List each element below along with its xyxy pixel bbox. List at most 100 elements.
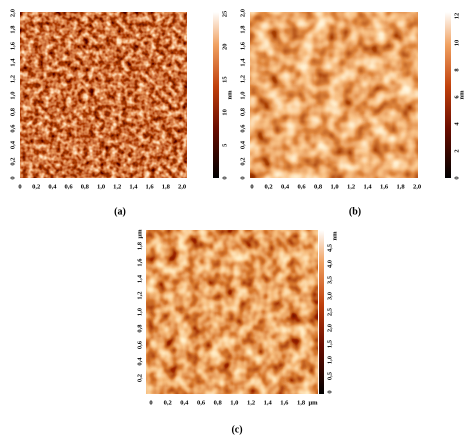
x-tick-label: 0,2 — [264, 183, 272, 190]
y-tick-label: 0 — [239, 176, 246, 179]
x-tick-label: 0,2 — [164, 399, 172, 406]
y-tick-label: 0,8 — [9, 107, 16, 116]
y-tick-label: 0,8 — [136, 324, 143, 333]
y-tick-label: 1,2 — [136, 291, 143, 299]
x-tick-label: 0,4 — [180, 399, 189, 406]
x-tick-label: 0 — [18, 183, 21, 190]
y-tick-label: 0,8 — [239, 107, 246, 116]
colorbar-unit: nm — [226, 90, 233, 100]
colorbar — [319, 230, 324, 394]
colorbar-tick-label: 6 — [453, 95, 460, 99]
y-tick-label: 0,2 — [9, 157, 16, 165]
x-tick-label: 2,0 — [178, 183, 186, 190]
x-tick-label: 0 — [149, 399, 152, 406]
x-tick-label: 1,2 — [247, 399, 255, 406]
colorbar-tick-label: 0,5 — [326, 371, 333, 380]
colorbar-tick-label: 1,0 — [326, 356, 333, 364]
colorbar-unit: nm — [331, 231, 338, 241]
y-tick-label: 1,6 — [136, 258, 143, 267]
colorbar-tick-label: 4 — [453, 122, 460, 126]
x-tick-label: 1,4 — [129, 183, 138, 190]
y-tick-label: 1,0 — [136, 308, 143, 316]
x-tick-label: 1,4 — [363, 183, 372, 190]
x-tick-label: 0,6 — [297, 183, 306, 190]
colorbar-tick-label: 0 — [326, 390, 333, 393]
colorbar-tick-label: 2 — [453, 149, 460, 152]
colorbar-tick-label: 2,5 — [326, 307, 333, 316]
y-tick-label: 0,4 — [9, 140, 16, 149]
colorbar-tick-label: 15 — [221, 76, 228, 83]
colorbar — [213, 12, 219, 178]
x-tick-label: 0,8 — [81, 183, 90, 190]
colorbar-tick-label: 12 — [453, 13, 460, 20]
x-tick-label: 1,8 — [396, 183, 405, 190]
x-tick-label: 1,6 — [280, 399, 289, 406]
colorbar-tick-label: 4,5 — [326, 243, 333, 252]
x-tick-label: 0,8 — [314, 183, 323, 190]
panel-label: (a) — [114, 206, 126, 217]
x-tick-label: 1,2 — [347, 183, 355, 190]
y-tick-label: 0,4 — [239, 140, 246, 149]
y-tick-label: 1,2 — [9, 75, 16, 83]
x-tick-label: 0 — [250, 183, 253, 190]
y-tick-label: 1,4 — [136, 274, 143, 283]
panel-label: (c) — [231, 424, 242, 435]
colorbar — [445, 12, 451, 178]
y-tick-label: 0,6 — [136, 340, 143, 349]
afm-image — [20, 12, 187, 178]
colorbar-tick-label: 25 — [221, 10, 228, 17]
colorbar-tick-label: 20 — [221, 44, 228, 51]
x-tick-label: 0,8 — [214, 399, 223, 406]
x-tick-label: 1,6 — [380, 183, 389, 190]
y-tick-label: 2,0 — [9, 9, 16, 17]
colorbar-tick-label: 4,0 — [326, 260, 333, 268]
colorbar-tick-label: 0 — [221, 176, 228, 179]
colorbar-tick-label: 10 — [453, 40, 460, 47]
y-tick-label: 1,4 — [239, 58, 246, 67]
x-tick-label: 1,8 — [297, 399, 306, 406]
y-tick-label: 0,4 — [136, 357, 143, 366]
afm-image — [250, 12, 418, 178]
y-tick-label: 0,2 — [239, 157, 246, 165]
colorbar-tick-label: 3,5 — [326, 275, 333, 284]
colorbar-tick-label: 1,5 — [326, 339, 333, 348]
y-unit: μm — [136, 229, 143, 239]
x-tick-label: 1,0 — [330, 183, 338, 190]
x-tick-label: 1,8 — [162, 183, 171, 190]
colorbar-tick-label: 0 — [453, 176, 460, 179]
x-tick-label: 1,0 — [97, 183, 105, 190]
y-tick-label: 1,4 — [9, 58, 16, 67]
colorbar-tick-label: 5 — [221, 143, 228, 147]
y-tick-label: 0,2 — [136, 374, 143, 382]
afm-image — [146, 230, 318, 394]
x-tick-label: 0,4 — [48, 183, 57, 190]
panel-label: (b) — [349, 206, 361, 217]
x-tick-label: 0,2 — [32, 183, 40, 190]
y-tick-label: 0,6 — [239, 124, 246, 133]
x-tick-label: 1,6 — [146, 183, 155, 190]
x-tick-label: 0,4 — [281, 183, 290, 190]
y-tick-label: 1,6 — [239, 41, 246, 50]
y-tick-label: 1,8 — [9, 25, 16, 34]
colorbar-tick-label: 10 — [221, 109, 228, 116]
colorbar-tick-label: 8 — [453, 68, 460, 72]
y-tick-label: 1,0 — [9, 91, 16, 99]
y-tick-label: 0,6 — [9, 124, 16, 133]
y-tick-label: 1,2 — [239, 75, 246, 83]
y-tick-label: 1,8 — [136, 241, 143, 250]
y-tick-label: 2,0 — [239, 9, 246, 17]
colorbar-unit: nm — [458, 90, 465, 100]
y-tick-label: 1,8 — [239, 25, 246, 34]
x-tick-label: 0,6 — [197, 399, 206, 406]
x-tick-label: 1,2 — [113, 183, 121, 190]
x-tick-label: 1,4 — [264, 399, 273, 406]
x-tick-label: 0,6 — [65, 183, 74, 190]
y-tick-label: 1,0 — [239, 91, 246, 99]
x-tick-label: 1,0 — [230, 399, 238, 406]
y-tick-label: 1,6 — [9, 41, 16, 50]
x-unit: μm — [308, 399, 318, 406]
colorbar-tick-label: 2,0 — [326, 324, 333, 332]
x-tick-label: 2,0 — [413, 183, 421, 190]
y-tick-label: 0 — [9, 176, 16, 179]
